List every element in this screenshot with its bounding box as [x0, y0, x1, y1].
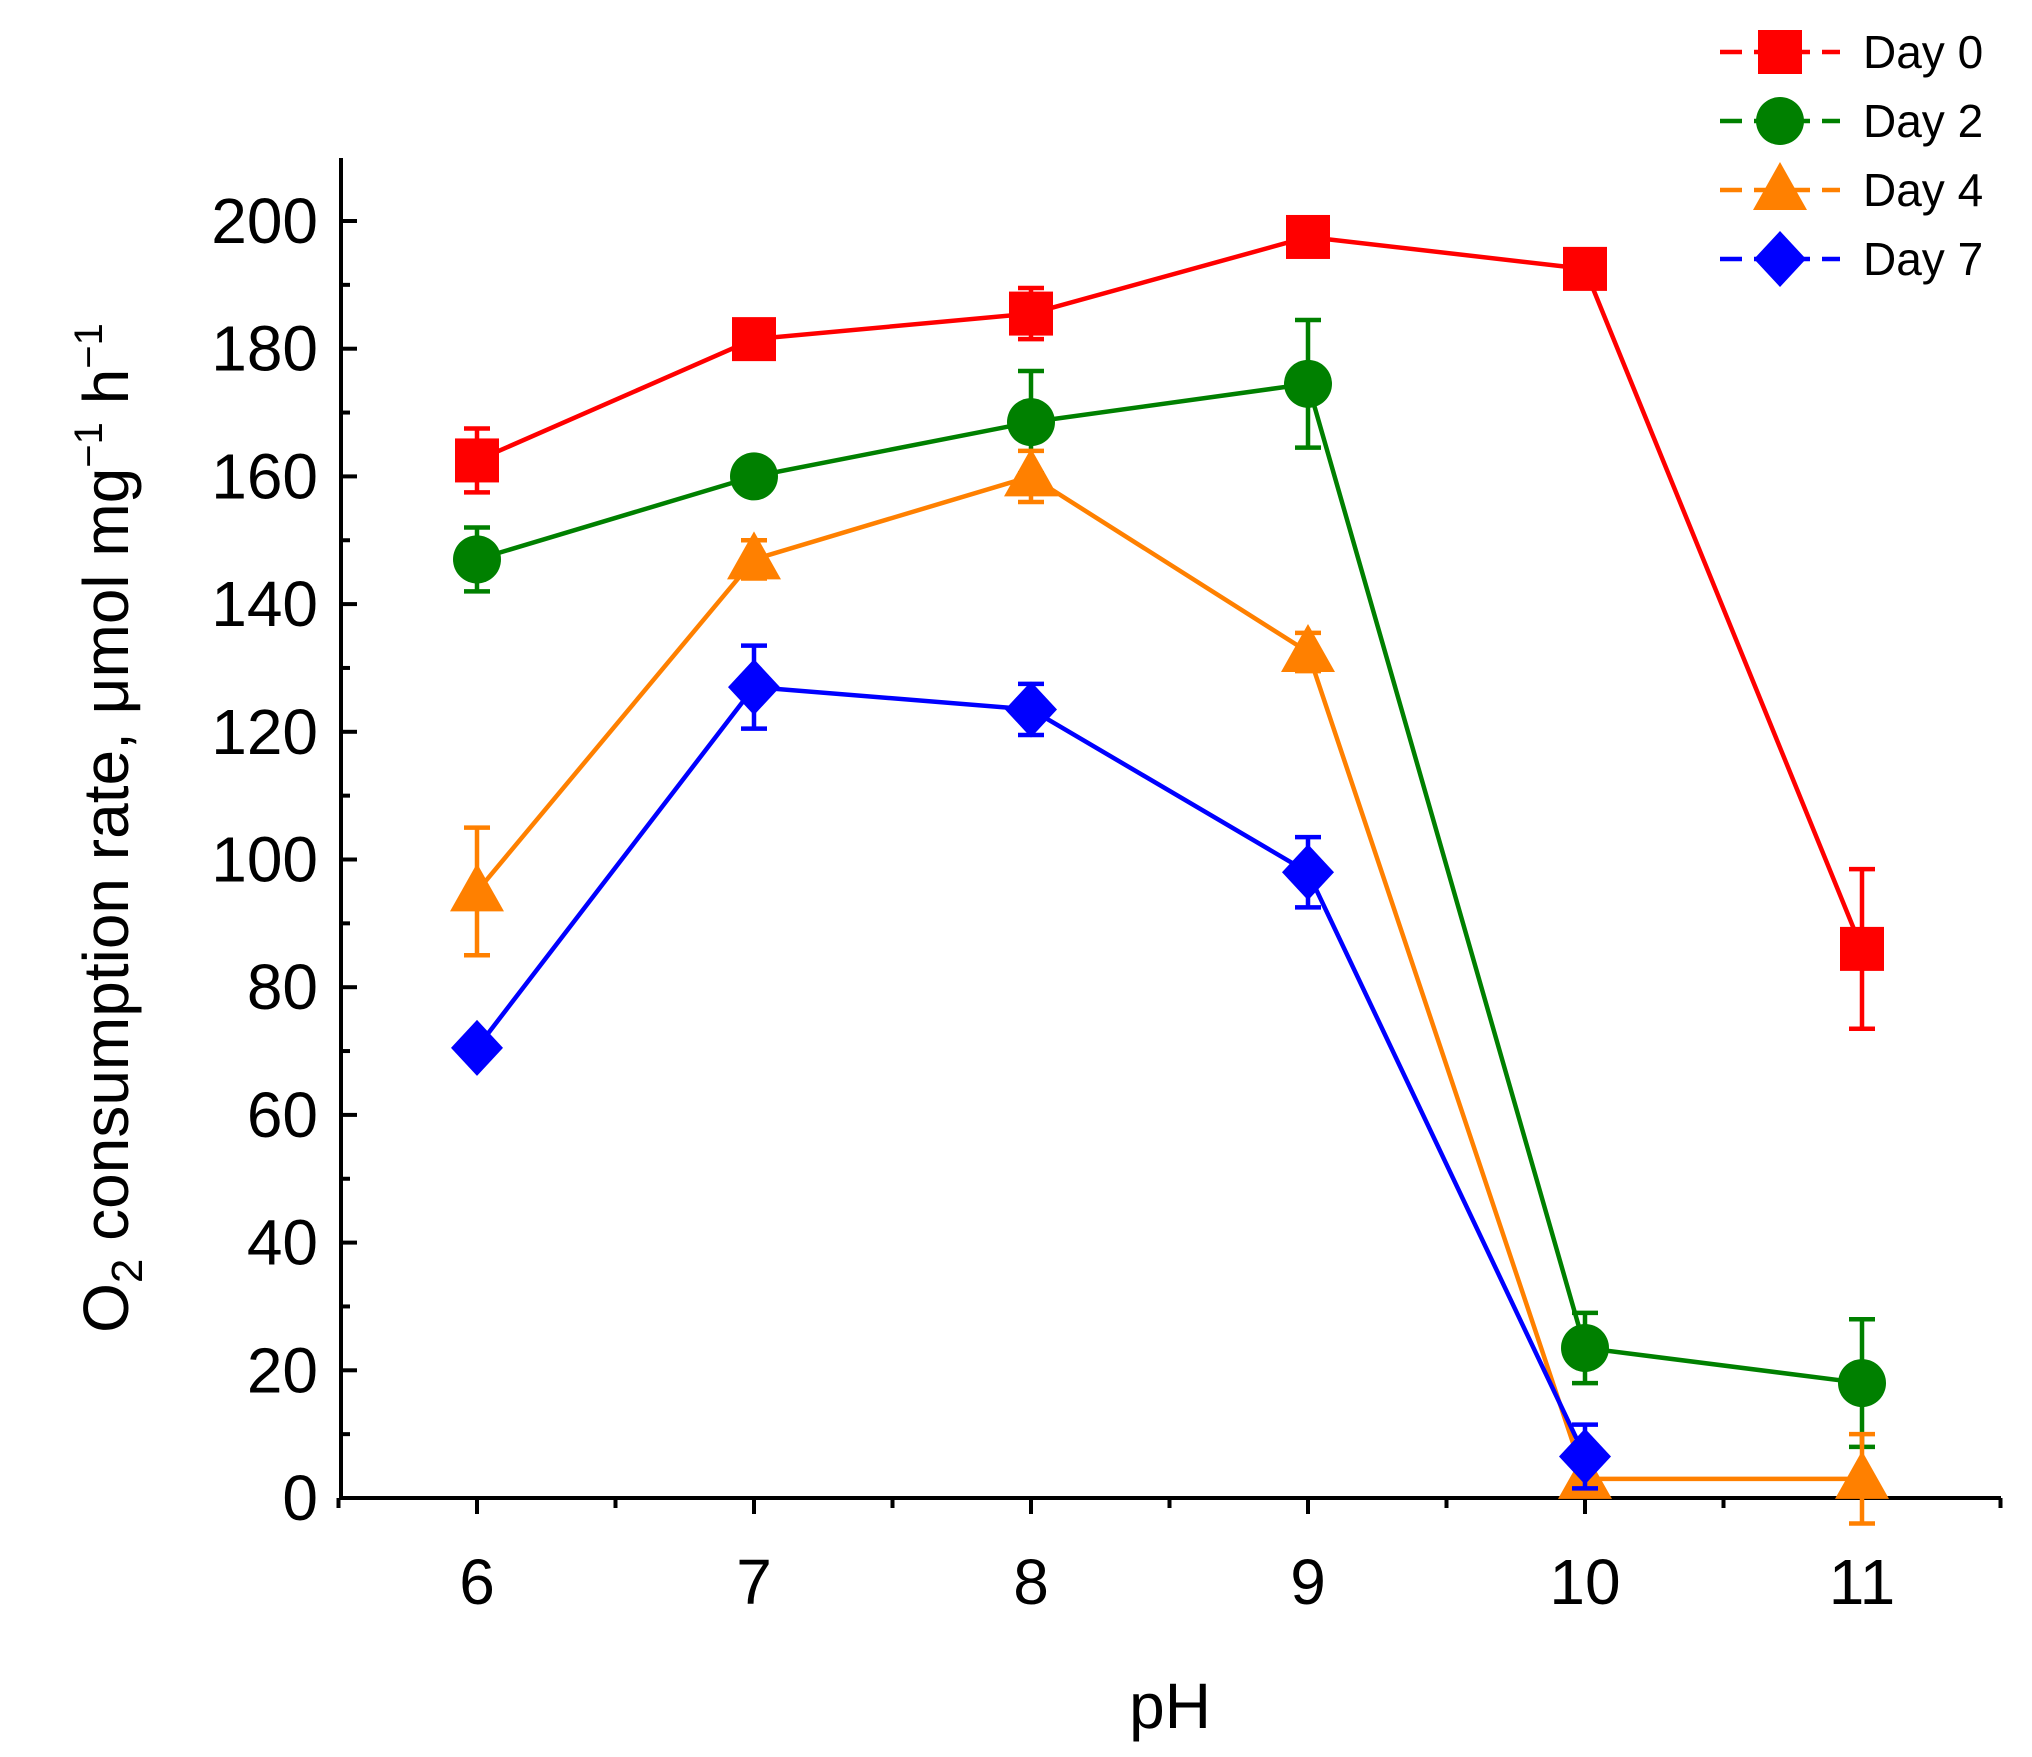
data-point: [1286, 214, 1330, 259]
y-axis-title-o: O: [70, 1283, 142, 1333]
y-axis-title-main: consumption rate, μmol mg: [70, 468, 142, 1259]
series-line: [475, 474, 1862, 1482]
y-ticks: 0 20 40 60 80 100 120 140 160 180 200: [211, 185, 357, 1534]
legend-label: Day 4: [1863, 164, 1983, 216]
legend-label: Day 2: [1863, 95, 1983, 147]
x-tick-label: 8: [1013, 1546, 1049, 1618]
x-tick-label: 9: [1290, 1546, 1326, 1618]
legend-item: Day 0: [1720, 26, 1983, 78]
y-axis-title-superscript-1: −1: [67, 422, 111, 468]
data-point: [728, 659, 780, 716]
data-point: [1559, 1428, 1611, 1485]
y-tick-label: 0: [282, 1462, 318, 1534]
legend-marker: [1754, 231, 1806, 287]
y-tick-label: 120: [211, 696, 318, 768]
series-day-2: [453, 317, 1886, 1450]
y-tick-label: 100: [211, 824, 318, 896]
data-point: [1561, 1323, 1609, 1372]
series-layer: [450, 214, 1889, 1526]
data-point: [1007, 398, 1055, 447]
x-tick-label: 7: [736, 1546, 772, 1618]
data-point: [1282, 844, 1334, 901]
legend-label: Day 7: [1863, 233, 1983, 285]
x-tick-label: 10: [1549, 1546, 1620, 1618]
series-line: [476, 234, 1865, 950]
legend-item: Day 7: [1720, 231, 1983, 287]
axes: [339, 158, 2001, 1500]
y-tick-label: 20: [247, 1334, 318, 1406]
data-point: [1284, 359, 1332, 408]
series-day-4: [450, 448, 1889, 1526]
legend-label: Day 0: [1863, 26, 1983, 78]
y-tick-label: 160: [211, 440, 318, 512]
data-point: [727, 531, 781, 580]
y-axis-title-superscript-2: −1: [67, 323, 111, 369]
data-point: [730, 452, 778, 501]
data-point: [451, 1019, 503, 1076]
y-tick-label: 140: [211, 568, 318, 640]
y-tick-label: 200: [211, 185, 318, 257]
legend-marker: [1758, 30, 1802, 74]
data-point: [1835, 1450, 1889, 1499]
y-tick-label: 60: [247, 1079, 318, 1151]
x-tick-label: 11: [1829, 1546, 1895, 1618]
x-axis-title: pH: [1129, 1670, 1211, 1742]
series-line: [475, 684, 1588, 1458]
legend: Day 0 Day 2 Day 4 Day 7: [1720, 26, 1983, 287]
y-axis-title-h: h: [70, 369, 142, 422]
data-point: [453, 535, 501, 584]
y-tick-label: 40: [247, 1207, 318, 1279]
data-point: [1838, 1359, 1886, 1408]
legend-item: Day 2: [1720, 95, 1983, 147]
series-line: [476, 381, 1863, 1386]
data-point: [732, 317, 776, 362]
x-ticks: 6 7 8 9 10 11: [336, 1498, 2003, 1618]
series-day-7: [451, 643, 1611, 1491]
y-tick-label: 80: [247, 951, 318, 1023]
data-point: [1009, 291, 1053, 336]
legend-item: Day 4: [1720, 162, 1983, 216]
data-point: [450, 863, 504, 912]
x-tick-label: 6: [459, 1546, 495, 1618]
y-tick-label: 180: [211, 313, 318, 385]
data-point: [1004, 448, 1058, 497]
data-point: [1840, 926, 1884, 971]
y-axis-title-subscript: 2: [103, 1259, 152, 1283]
legend-marker: [1756, 97, 1804, 145]
data-point: [1563, 246, 1607, 291]
data-point: [1281, 623, 1335, 672]
y-axis-title: O2 consumption rate, μmol mg−1 h−1: [67, 323, 152, 1333]
legend-marker: [1753, 162, 1807, 210]
data-point: [1005, 681, 1057, 738]
series-day-0: [455, 214, 1884, 1031]
data-point: [455, 438, 499, 483]
